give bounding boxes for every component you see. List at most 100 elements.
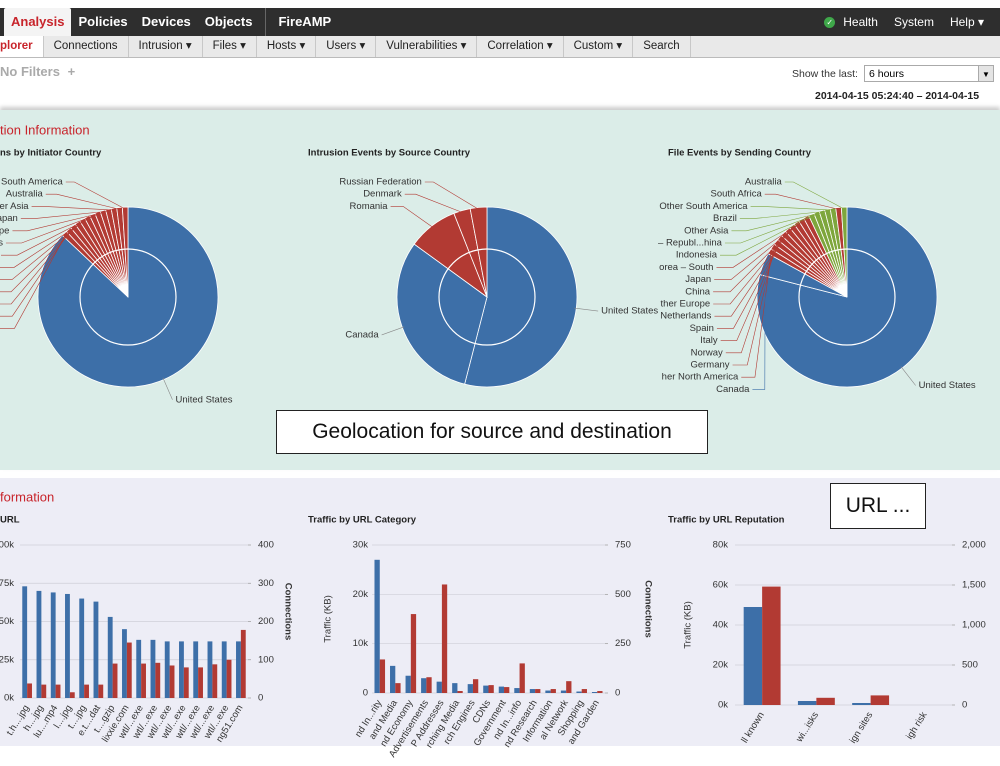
bar	[421, 678, 427, 693]
bar	[410, 614, 417, 693]
axis-label: Traffic (KB)	[683, 601, 694, 649]
leader-line	[574, 307, 599, 312]
range-select[interactable]: 6 hours ▼	[864, 65, 994, 82]
sub-nav: plorer Connections Intrusion ▾ Files ▾ Hosts…	[0, 36, 1000, 58]
inner-ring	[79, 248, 177, 346]
pie-label: Other Asia	[0, 201, 29, 212]
pie-label: urope	[0, 225, 9, 236]
bar	[236, 641, 241, 698]
chart-title: Intrusion Events by Source Country	[308, 148, 471, 159]
pie-label: United States	[175, 394, 232, 405]
tick-label: 100	[258, 654, 274, 665]
bar	[193, 641, 199, 698]
bar	[550, 689, 556, 693]
axis-label: Traffic (KB)	[323, 595, 334, 643]
bar	[212, 664, 218, 698]
leader-line	[390, 206, 434, 228]
bar	[488, 685, 494, 693]
leader-line	[713, 227, 794, 305]
sub-tab[interactable]: Search	[633, 36, 691, 57]
nav-tab[interactable]: Policies	[78, 14, 128, 29]
bar	[126, 642, 132, 698]
sub-tab[interactable]: Intrusion ▾	[129, 36, 203, 57]
bar	[226, 659, 232, 698]
sub-tab[interactable]: plorer	[0, 36, 44, 57]
category-label: wi...isks	[794, 710, 822, 745]
bar	[545, 690, 551, 693]
leader-line	[0, 230, 71, 317]
nav-item[interactable]: System	[893, 15, 934, 29]
filter-label: No Filters	[0, 64, 60, 79]
add-filter[interactable]: +	[67, 64, 76, 79]
bar	[150, 639, 156, 698]
bar	[395, 683, 401, 693]
leader-line	[31, 206, 115, 211]
bar	[183, 667, 189, 698]
nav-tab[interactable]: Objects	[204, 14, 253, 29]
tick-label: 0k	[718, 700, 728, 711]
pie-label: her North America	[662, 372, 739, 383]
sub-tab[interactable]: Hosts ▾	[257, 36, 317, 57]
bar	[107, 616, 113, 698]
leader-line	[0, 221, 84, 280]
nav-tab[interactable]: FireAMP	[265, 8, 338, 36]
bar	[576, 691, 582, 693]
sub-tab[interactable]: Connections	[44, 36, 129, 57]
pie-label: Brazil	[713, 213, 737, 224]
nav-right: ✓ Health System Help ▾	[824, 8, 992, 36]
pie-label: Other South America	[659, 201, 748, 212]
bar	[514, 688, 520, 693]
bar	[379, 659, 386, 693]
bar	[93, 601, 99, 698]
sub-tab[interactable]: Users ▾	[316, 36, 377, 57]
leader-line	[724, 213, 818, 244]
leader-line	[713, 224, 798, 293]
leader-line	[45, 193, 120, 210]
bar	[164, 641, 170, 698]
leader-line	[162, 377, 173, 400]
callout: Geolocation for source and destination	[276, 410, 708, 454]
leader-line	[750, 206, 834, 211]
tick-label: 40k	[713, 620, 729, 631]
tick-label: 1,000	[962, 620, 986, 631]
pie-label: Russian Federation	[339, 177, 421, 188]
sub-tab[interactable]: Vulnerabilities ▾	[376, 36, 478, 57]
nav-tab[interactable]: Devices	[141, 14, 191, 29]
bar	[374, 559, 380, 693]
sub-tab[interactable]: Correlation ▾	[477, 36, 564, 57]
pie-label: Other Asia	[684, 225, 729, 236]
category-label: ll known	[739, 710, 767, 745]
sub-tab[interactable]: Custom ▾	[564, 36, 634, 57]
leader-line	[900, 366, 916, 386]
bar	[112, 663, 118, 698]
bar	[762, 586, 781, 705]
leader-line	[741, 252, 772, 378]
bar	[122, 629, 127, 698]
bar	[69, 692, 75, 698]
leader-line	[0, 234, 67, 329]
tick-label: 20k	[353, 589, 369, 600]
category-label: ign sites	[848, 710, 876, 746]
nav-tab[interactable]: Analysis	[4, 8, 72, 36]
leader-line	[714, 230, 790, 317]
chart-title: ns by Initiator Country	[0, 148, 102, 159]
pie-slice	[469, 206, 488, 298]
pie-label: – Republ...hina	[658, 238, 723, 249]
nav-item[interactable]: Health	[843, 15, 878, 29]
bar	[797, 701, 817, 705]
pie-label: Netherlands	[660, 311, 711, 322]
leader-line	[716, 234, 786, 329]
category-label: igh risk	[904, 710, 929, 742]
leader-line	[784, 181, 845, 210]
pie-label: Japan	[685, 274, 711, 285]
chart-title: URL	[0, 515, 20, 526]
bar	[22, 586, 28, 698]
sub-tab[interactable]: Files ▾	[203, 36, 257, 57]
nav-item[interactable]: Help ▾	[949, 15, 984, 29]
bar	[141, 663, 146, 698]
filters: No Filters +	[0, 64, 75, 79]
select-arrow: ▼	[978, 66, 993, 81]
tick-label: 500	[962, 660, 978, 671]
bar	[504, 687, 510, 693]
tick-label: 20k	[713, 660, 729, 671]
